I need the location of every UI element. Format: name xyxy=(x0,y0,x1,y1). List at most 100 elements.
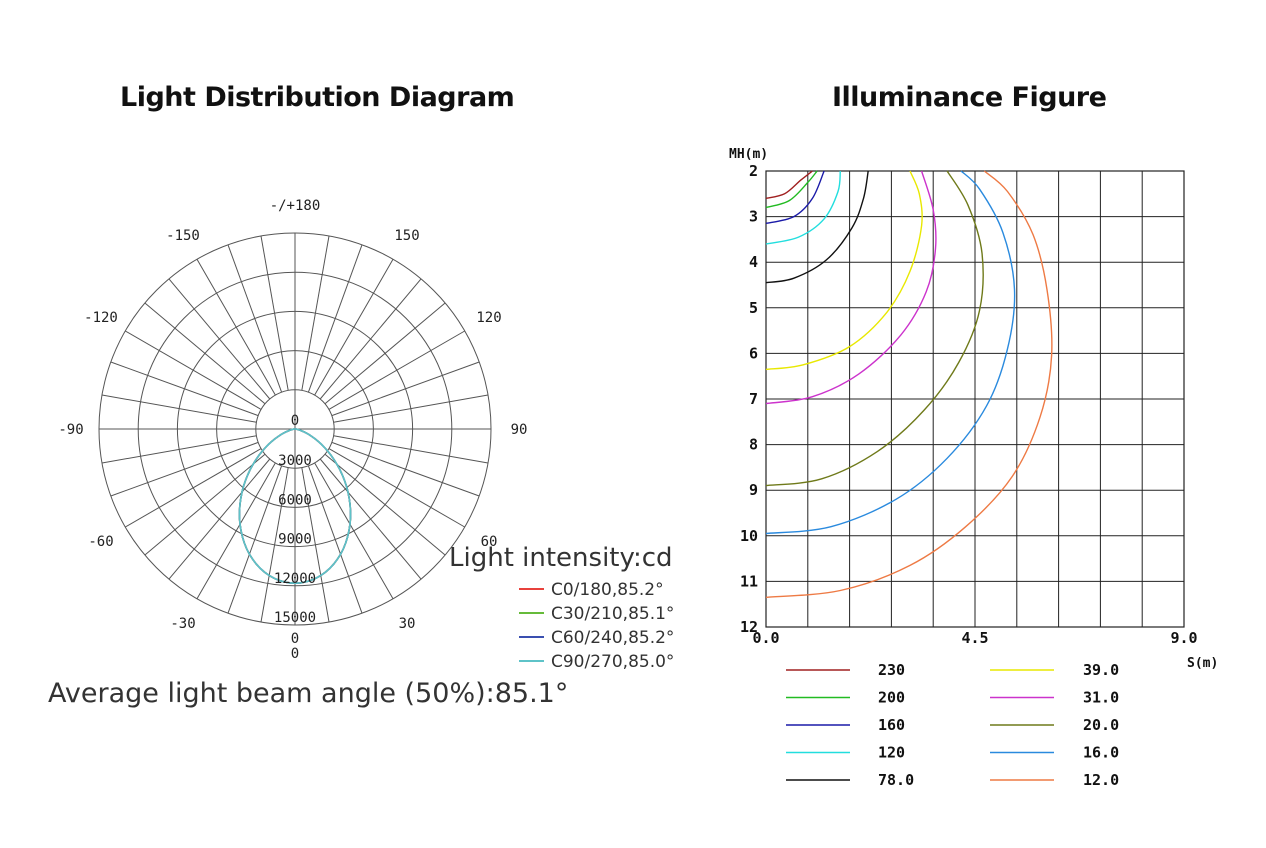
polar-spoke xyxy=(328,330,465,410)
polar-legend-label: C30/210,85.1° xyxy=(551,604,674,624)
polar-radial-label: 0 xyxy=(291,413,299,429)
iso-contour-line xyxy=(765,170,923,371)
polar-angle-label: 0 xyxy=(291,646,299,662)
polar-grid xyxy=(98,232,492,626)
iso-contour-line xyxy=(765,170,825,225)
polar-radial-label: 15000 xyxy=(274,610,316,626)
polar-series-curve xyxy=(238,428,352,585)
iso-y-axis-label: MH(m) xyxy=(729,147,768,162)
polar-legend-label: C0/180,85.2° xyxy=(551,580,664,600)
polar-spoke xyxy=(227,244,283,393)
polar-radial-label: 12000 xyxy=(274,571,316,587)
polar-spoke xyxy=(196,259,276,396)
iso-legend-label: 78.0 xyxy=(878,771,914,789)
polar-legend: C0/180,85.2° C30/210,85.1° C60/240,85.2° C9… xyxy=(519,580,674,672)
iso-contour-line xyxy=(765,170,841,245)
polar-spoke xyxy=(301,235,330,391)
iso-contour-line xyxy=(765,170,937,405)
iso-legend-label: 12.0 xyxy=(1083,771,1119,789)
polar-radial-label: 3000 xyxy=(278,453,312,469)
iso-contour-line xyxy=(765,170,1016,535)
polar-angle-label: -60 xyxy=(88,534,113,550)
iso-legend-label: 200 xyxy=(878,689,905,707)
polar-spoke xyxy=(101,435,257,464)
iso-x-tick-label: 0.0 xyxy=(752,629,779,647)
iso-chart-title: Illuminance Figure xyxy=(832,82,1107,113)
polar-spoke xyxy=(314,259,394,396)
polar-spoke xyxy=(314,462,394,599)
iso-legend-label: 160 xyxy=(878,716,905,734)
beam-angle-label: Average light beam angle (50%):85.1° xyxy=(48,678,568,709)
polar-spoke xyxy=(227,465,283,614)
polar-spoke xyxy=(331,361,480,417)
polar-legend-label: C60/240,85.2° xyxy=(551,628,674,648)
polar-angle-label: 30 xyxy=(399,616,416,632)
polar-spoke xyxy=(319,278,422,400)
iso-y-tick-label: 4 xyxy=(749,253,758,271)
polar-labels: -/+180150-150120-12090-9060-6030-3000300… xyxy=(58,198,527,662)
polar-spoke xyxy=(125,448,262,528)
polar-radial-label: 9000 xyxy=(278,532,312,548)
iso-curves xyxy=(765,170,1053,599)
iso-labels: 2 3 4 5 6 7 8 9 10 11 120.0 4.5 9.0 MH(m) S(m) xyxy=(729,147,1218,671)
polar-spoke xyxy=(196,462,276,599)
iso-grid xyxy=(765,170,1185,628)
iso-x-axis-label: S(m) xyxy=(1187,656,1218,671)
iso-y-tick-label: 7 xyxy=(749,390,758,408)
polar-angle-label: 60 xyxy=(481,534,498,550)
polar-spoke xyxy=(307,244,363,393)
polar-angle-label: -150 xyxy=(166,228,200,244)
unit-label: Light intensity:cd xyxy=(449,543,673,573)
iso-y-tick-label: 12 xyxy=(740,618,758,636)
polar-angle-label: -30 xyxy=(170,616,195,632)
polar-spoke xyxy=(301,467,330,623)
iso-contour-line xyxy=(765,170,869,284)
iso-y-tick-label: 6 xyxy=(749,344,758,362)
polar-angle-label: 120 xyxy=(476,310,501,326)
polar-spoke xyxy=(125,330,262,410)
iso-legend: 230 200 160 120 78.0 39.0 31.0 20.0 16.0 12.0 xyxy=(786,661,1119,789)
iso-legend-label: 16.0 xyxy=(1083,744,1119,762)
polar-radial-label: 6000 xyxy=(278,492,312,508)
iso-y-tick-label: 11 xyxy=(740,572,758,590)
iso-legend-label: 31.0 xyxy=(1083,689,1119,707)
polar-spoke xyxy=(144,453,266,556)
iso-y-tick-label: 8 xyxy=(749,436,758,454)
iso-contour-line xyxy=(765,170,813,200)
polar-bottom-zero-label: 0 xyxy=(291,631,299,647)
polar-spoke xyxy=(319,458,422,580)
polar-spoke xyxy=(168,458,271,580)
polar-spoke xyxy=(333,435,489,464)
polar-spoke xyxy=(333,394,489,423)
polar-spoke xyxy=(168,278,271,400)
polar-angle-label: 90 xyxy=(511,422,528,438)
iso-legend-label: 120 xyxy=(878,744,905,762)
iso-x-tick-label: 4.5 xyxy=(961,629,988,647)
polar-spoke xyxy=(260,235,289,391)
iso-y-tick-label: 10 xyxy=(740,527,758,545)
iso-legend-label: 20.0 xyxy=(1083,716,1119,734)
polar-angle-label: 150 xyxy=(394,228,419,244)
polar-chart-title: Light Distribution Diagram xyxy=(120,82,515,113)
iso-contour-line xyxy=(765,170,1053,599)
polar-legend-label: C90/270,85.0° xyxy=(551,652,674,672)
iso-legend-label: 230 xyxy=(878,661,905,679)
polar-spoke xyxy=(324,302,446,405)
polar-angle-label: -/+180 xyxy=(270,198,321,214)
polar-spoke xyxy=(110,361,259,417)
polar-spoke xyxy=(260,467,289,623)
polar-spoke xyxy=(328,448,465,528)
iso-contour-line xyxy=(765,170,818,209)
polar-spoke xyxy=(110,441,259,497)
iso-x-tick-label: 9.0 xyxy=(1170,629,1197,647)
polar-spoke xyxy=(307,465,363,614)
iso-y-tick-label: 5 xyxy=(749,299,758,317)
iso-y-tick-label: 3 xyxy=(749,208,758,226)
iso-y-tick-label: 9 xyxy=(749,481,758,499)
polar-spoke xyxy=(331,441,480,497)
iso-legend-label: 39.0 xyxy=(1083,661,1119,679)
polar-angle-label: -90 xyxy=(58,422,83,438)
polar-angle-label: -120 xyxy=(84,310,118,326)
iso-contour-line xyxy=(765,170,984,487)
